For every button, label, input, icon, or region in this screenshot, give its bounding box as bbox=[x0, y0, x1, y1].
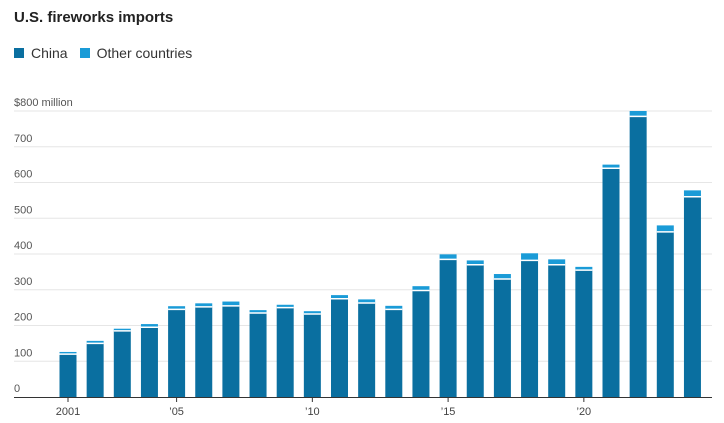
bar-china-2001 bbox=[59, 354, 77, 397]
y-tick-label-700: 700 bbox=[14, 133, 32, 145]
bar-china-2002 bbox=[86, 343, 104, 397]
bar-other-countries-2018 bbox=[521, 253, 539, 261]
bar-other-countries-2005 bbox=[168, 306, 186, 310]
legend-label-other-countries: Other countries bbox=[96, 45, 193, 61]
bar-other-countries-2011 bbox=[331, 295, 348, 299]
bar-china-2021 bbox=[602, 168, 620, 397]
y-tick-label-300: 300 bbox=[14, 276, 32, 288]
x-tick-label-2015: ’15 bbox=[441, 406, 456, 418]
bar-china-2004 bbox=[140, 327, 158, 397]
bar-other-countries-2019 bbox=[548, 259, 566, 265]
bar-china-2014 bbox=[412, 290, 430, 397]
y-tick-label-500: 500 bbox=[14, 204, 32, 216]
bar-china-2010 bbox=[303, 314, 321, 397]
legend-item-other-countries: Other countries bbox=[79, 45, 193, 61]
bars bbox=[59, 111, 701, 398]
bar-china-2006 bbox=[195, 306, 213, 397]
legend: China Other countries bbox=[14, 45, 204, 61]
bar-other-countries-2015 bbox=[439, 254, 457, 260]
bar-other-countries-2022 bbox=[629, 111, 647, 117]
bar-other-countries-2020 bbox=[575, 266, 593, 271]
bar-china-2003 bbox=[113, 330, 131, 397]
bar-other-countries-2023 bbox=[656, 225, 674, 232]
x-tick-label-2020: ’20 bbox=[577, 406, 592, 418]
bar-china-2011 bbox=[331, 298, 348, 397]
bar-other-countries-2021 bbox=[602, 164, 620, 169]
legend-swatch-china bbox=[14, 48, 24, 58]
bar-china-2005 bbox=[168, 309, 186, 397]
bar-china-2015 bbox=[439, 259, 457, 397]
bar-china-2009 bbox=[276, 307, 294, 397]
bar-other-countries-2004 bbox=[140, 324, 158, 328]
bar-china-2017 bbox=[493, 279, 511, 397]
bar-china-2022 bbox=[629, 116, 647, 398]
bar-china-2007 bbox=[222, 305, 240, 397]
chart-title: U.S. fireworks imports bbox=[14, 9, 174, 26]
bar-other-countries-2024 bbox=[683, 190, 701, 197]
bar-china-2019 bbox=[548, 264, 566, 397]
bar-other-countries-2008 bbox=[249, 310, 267, 313]
bar-other-countries-2001 bbox=[59, 351, 77, 355]
bar-china-2018 bbox=[521, 260, 539, 397]
bar-other-countries-2002 bbox=[86, 340, 104, 344]
y-tick-label-100: 100 bbox=[14, 347, 32, 359]
axes: 0 100 200 300 400 500 600 700 $800 million 2001 ’0… bbox=[14, 97, 712, 418]
y-tick-label-0: 0 bbox=[14, 383, 20, 395]
bar-other-countries-2012 bbox=[358, 299, 376, 303]
bar-other-countries-2016 bbox=[466, 260, 484, 265]
y-tick-label-400: 400 bbox=[14, 240, 32, 252]
y-tick-label-600: 600 bbox=[14, 169, 32, 181]
bar-other-countries-2013 bbox=[385, 305, 403, 310]
x-tick-label-2001: 2001 bbox=[56, 406, 80, 418]
legend-item-china: China bbox=[14, 45, 68, 61]
x-tick-label-2005: ’05 bbox=[169, 406, 184, 418]
legend-label-china: China bbox=[31, 45, 68, 61]
bar-china-2013 bbox=[385, 309, 403, 397]
x-tick-label-2010: ’10 bbox=[305, 406, 320, 418]
bar-other-countries-2003 bbox=[113, 328, 131, 331]
legend-swatch-other-countries bbox=[79, 48, 90, 58]
bar-other-countries-2006 bbox=[195, 303, 213, 307]
bar-china-2012 bbox=[358, 302, 376, 397]
y-tick-label-200: 200 bbox=[14, 312, 32, 324]
bar-other-countries-2017 bbox=[493, 274, 511, 280]
bar-other-countries-2009 bbox=[276, 304, 294, 308]
bar-china-2020 bbox=[575, 270, 593, 397]
bar-china-2023 bbox=[656, 231, 674, 397]
bar-china-2024 bbox=[683, 196, 701, 397]
bar-other-countries-2007 bbox=[222, 301, 240, 306]
bar-china-2016 bbox=[466, 264, 484, 397]
y-tick-label-800: $800 million bbox=[14, 97, 73, 109]
bar-other-countries-2010 bbox=[303, 311, 321, 315]
bar-china-2008 bbox=[249, 312, 267, 397]
bar-other-countries-2014 bbox=[412, 286, 430, 291]
